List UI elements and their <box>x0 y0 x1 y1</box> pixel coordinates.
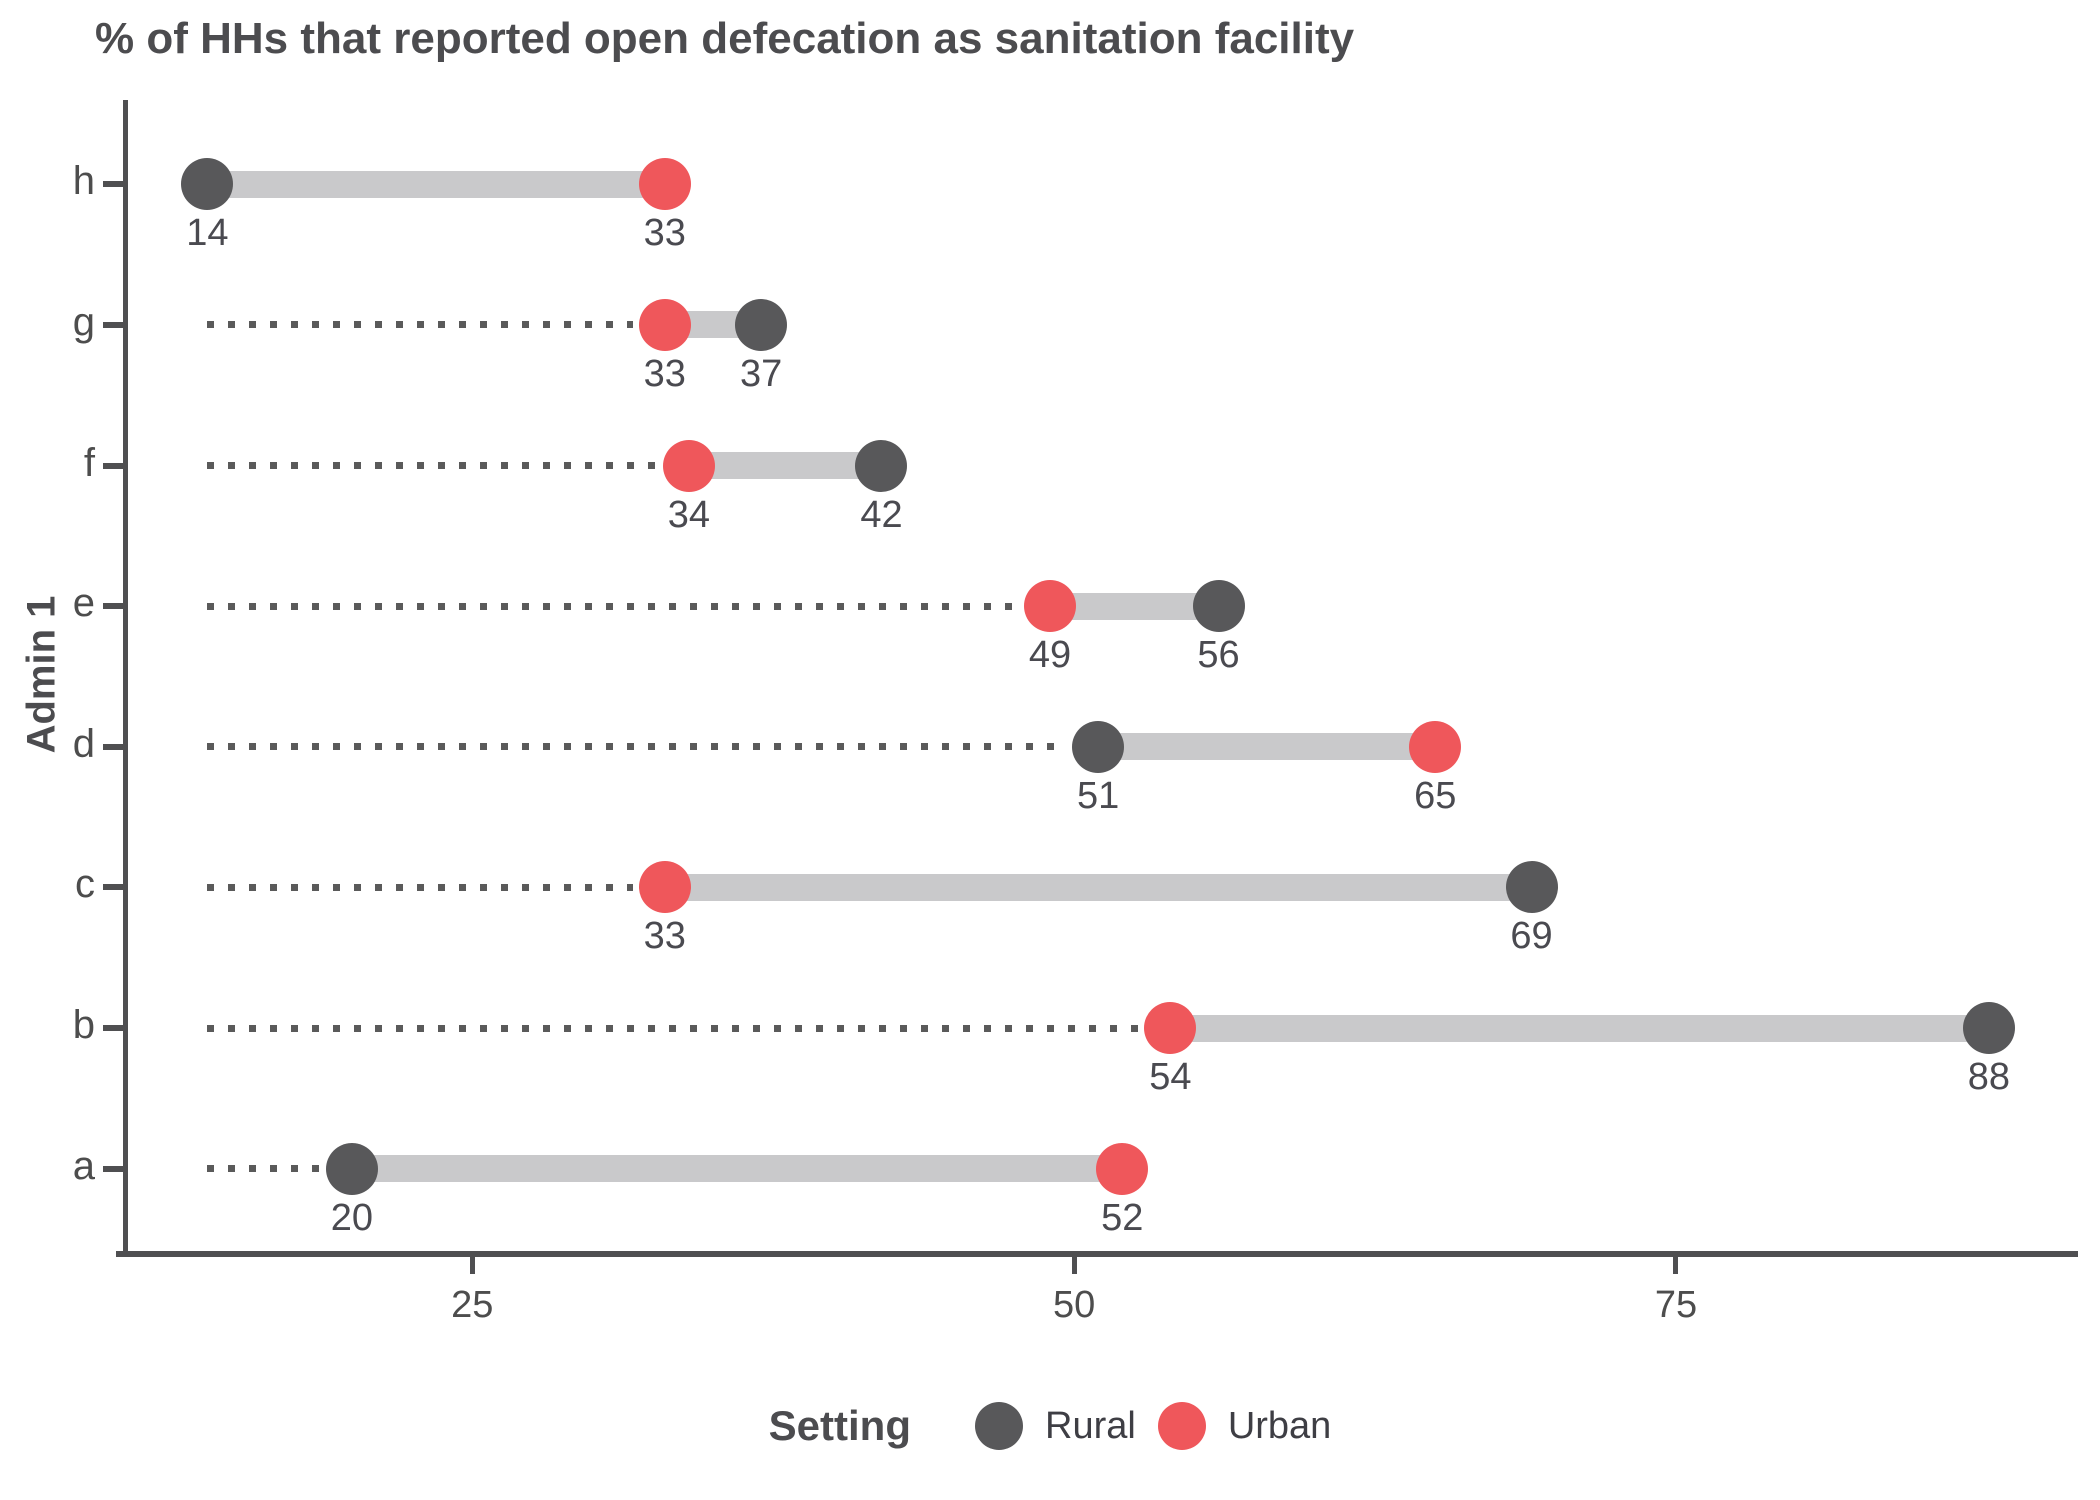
y-axis-tick <box>103 743 125 750</box>
urban-dot <box>1144 1002 1197 1055</box>
legend-label: Rural <box>1045 1404 1136 1447</box>
y-axis-tick <box>103 884 125 891</box>
dumbbell-band <box>1170 1014 1989 1042</box>
rural-dot <box>1962 1002 2015 1055</box>
x-axis-tick-label: 50 <box>1052 1284 1096 1326</box>
legend-item-urban: Urban <box>1157 1402 1332 1450</box>
x-axis-tick-label: 25 <box>451 1284 494 1326</box>
dumbbell-band <box>1050 592 1219 620</box>
urban-value-label: 34 <box>667 493 711 536</box>
rural-dot <box>1192 580 1245 633</box>
urban-value-label: 54 <box>1149 1056 1192 1099</box>
x-axis-tick-label: 75 <box>1654 1284 1698 1326</box>
leader-dotted-line <box>207 1165 320 1173</box>
legend-item-rural: Rural <box>975 1402 1136 1450</box>
rural-value-label: 56 <box>1197 634 1240 677</box>
dumbbell-band <box>207 170 665 198</box>
dumbbell-band <box>1098 733 1436 761</box>
urban-value-label: 33 <box>643 212 686 255</box>
chart-title: % of HHs that reported open defecation a… <box>95 14 1355 63</box>
leader-dotted-line <box>207 883 633 891</box>
legend-items: Rural Urban <box>953 1402 1331 1450</box>
urban-dot <box>1096 1142 1149 1195</box>
leader-dotted-line <box>207 321 633 329</box>
legend: Setting Rural Urban <box>0 1402 2100 1450</box>
y-axis-tick <box>103 321 125 328</box>
y-axis-category-label: e <box>72 581 95 626</box>
y-axis-category-label: f <box>83 440 95 485</box>
x-axis-tick <box>1673 1257 1679 1274</box>
y-axis-tick <box>103 181 125 188</box>
y-axis-category-label: g <box>72 299 95 344</box>
rural-dot <box>181 158 234 211</box>
rural-value-label: 20 <box>330 1196 373 1239</box>
rural-dot <box>1505 861 1558 914</box>
urban-dot <box>638 158 691 211</box>
rural-dot <box>325 1142 378 1195</box>
urban-swatch-icon <box>1157 1402 1206 1450</box>
urban-dot <box>1024 580 1077 633</box>
y-axis-category-label: d <box>72 721 95 766</box>
urban-value-label: 65 <box>1414 774 1457 817</box>
y-axis-line <box>123 100 128 1255</box>
rural-value-label: 14 <box>186 212 229 255</box>
urban-value-label: 33 <box>643 915 686 958</box>
y-axis-category-label: a <box>72 1143 95 1188</box>
urban-dot <box>1409 720 1462 773</box>
rural-dot <box>1072 720 1125 773</box>
x-axis-tick <box>469 1257 475 1274</box>
urban-value-label: 52 <box>1101 1196 1144 1239</box>
leader-dotted-line <box>207 462 657 470</box>
rural-value-label: 42 <box>860 493 903 536</box>
y-axis-tick <box>103 1165 125 1172</box>
y-axis-tick <box>103 462 125 469</box>
rural-value-label: 88 <box>1967 1056 2011 1099</box>
x-axis-tick <box>1071 1257 1077 1274</box>
rural-value-label: 51 <box>1077 774 1120 817</box>
urban-dot <box>638 298 691 351</box>
urban-value-label: 49 <box>1028 634 1072 677</box>
legend-label: Urban <box>1227 1404 1332 1447</box>
urban-dot <box>638 861 691 914</box>
urban-value-label: 33 <box>643 352 686 395</box>
y-axis-category-label: c <box>75 862 95 907</box>
leader-dotted-line <box>207 743 1067 751</box>
y-axis-category-label: b <box>72 1003 95 1048</box>
x-axis-line <box>116 1251 2078 1257</box>
y-axis-tick <box>103 603 125 610</box>
y-axis-tick <box>103 1025 125 1032</box>
dumbbell-band <box>688 452 882 480</box>
rural-value-label: 37 <box>739 352 783 395</box>
leader-dotted-line <box>207 1024 1139 1032</box>
dumbbell-band <box>351 1155 1123 1183</box>
rural-dot <box>735 298 788 351</box>
y-axis-category-label: h <box>72 159 95 204</box>
rural-dot <box>855 439 908 492</box>
leader-dotted-line <box>207 602 1018 610</box>
urban-dot <box>662 439 715 492</box>
rural-value-label: 69 <box>1510 915 1553 958</box>
legend-title: Setting <box>768 1402 911 1449</box>
rural-swatch-icon <box>975 1402 1023 1450</box>
dumbbell-band <box>664 873 1532 901</box>
